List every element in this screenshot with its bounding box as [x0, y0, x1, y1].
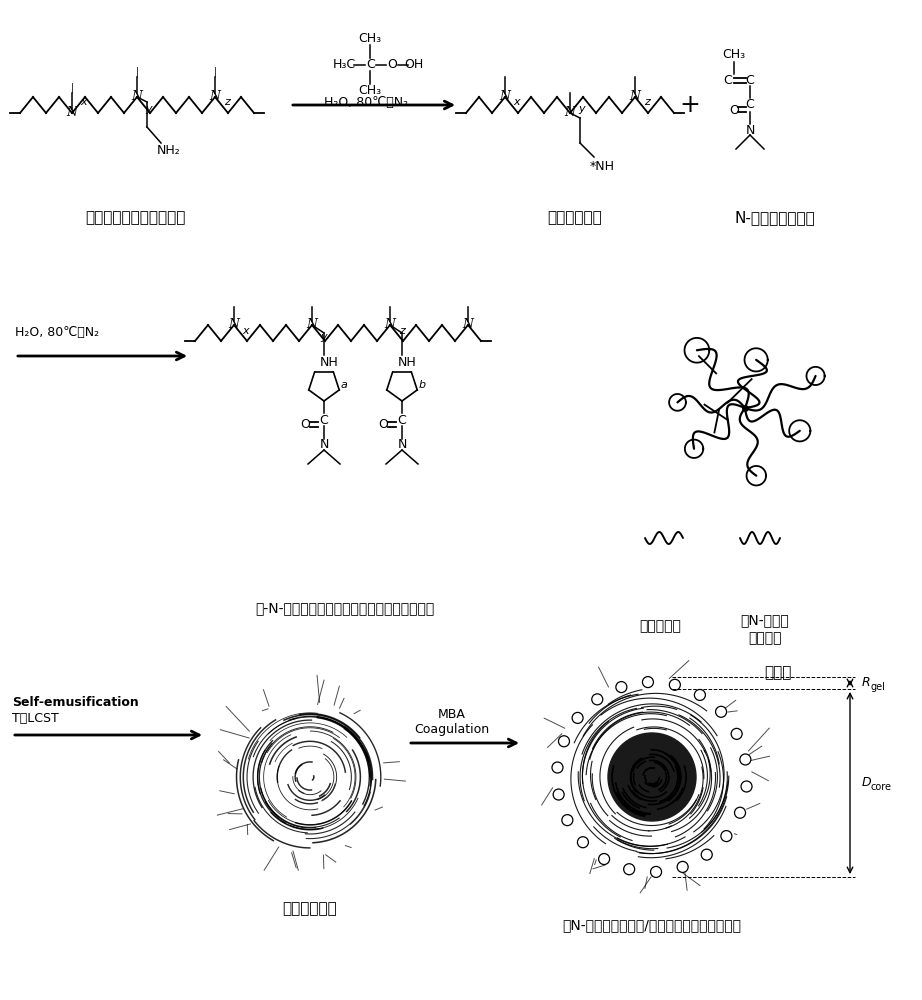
Text: *NH: *NH: [589, 159, 614, 172]
Circle shape: [739, 754, 751, 765]
Text: D: D: [862, 776, 871, 790]
Text: N: N: [500, 91, 511, 104]
Text: N: N: [66, 106, 77, 119]
Text: N: N: [209, 91, 220, 104]
Text: O: O: [378, 418, 388, 430]
Text: 初级纳米粒子: 初级纳米粒子: [283, 902, 337, 916]
Circle shape: [598, 854, 609, 865]
Text: CH₃: CH₃: [723, 48, 746, 62]
Circle shape: [623, 864, 634, 875]
Text: 高度分枝状的聚乙烯亚胺: 高度分枝状的聚乙烯亚胺: [85, 211, 185, 226]
Text: N: N: [306, 318, 317, 332]
Text: N: N: [397, 438, 407, 452]
Text: C: C: [397, 414, 407, 426]
Circle shape: [577, 837, 588, 848]
Circle shape: [616, 682, 627, 693]
Text: Self-emusification: Self-emusification: [12, 696, 138, 710]
Text: N: N: [463, 318, 474, 332]
Text: R: R: [862, 676, 870, 690]
Text: z: z: [644, 97, 650, 107]
Text: y: y: [146, 104, 152, 114]
Text: NH: NH: [398, 356, 417, 368]
Text: |: |: [70, 83, 74, 93]
Circle shape: [702, 849, 712, 860]
Text: 聚乙烯亚胺: 聚乙烯亚胺: [639, 619, 681, 633]
Text: 聚N-异丙基: 聚N-异丙基: [740, 613, 789, 627]
Text: Coagulation: Coagulation: [414, 724, 490, 736]
Text: C: C: [746, 74, 754, 87]
Text: N: N: [132, 91, 143, 104]
Text: H₃C: H₃C: [333, 58, 356, 72]
Text: 聚N-异丙基丙烯酰胺/聚乙烯亚胺核壳纳米凝胶: 聚N-异丙基丙烯酰胺/聚乙烯亚胺核壳纳米凝胶: [562, 918, 741, 932]
Text: gel: gel: [870, 682, 885, 692]
Text: y: y: [579, 104, 585, 114]
Circle shape: [608, 733, 696, 821]
Circle shape: [559, 736, 570, 747]
Text: N: N: [384, 318, 396, 332]
Text: H₂O, 80℃，N₂: H₂O, 80℃，N₂: [324, 97, 408, 109]
Text: +: +: [680, 93, 701, 117]
Circle shape: [677, 861, 688, 872]
Text: MBA: MBA: [438, 708, 466, 722]
Circle shape: [573, 712, 583, 723]
Text: C: C: [320, 414, 328, 426]
Text: N: N: [564, 106, 575, 119]
Text: z: z: [399, 326, 405, 336]
Text: N: N: [630, 91, 641, 104]
Circle shape: [669, 679, 680, 690]
Text: C: C: [724, 74, 732, 87]
Circle shape: [643, 677, 654, 688]
Text: y: y: [321, 332, 327, 342]
Text: core: core: [870, 782, 891, 792]
Circle shape: [721, 831, 732, 842]
Text: C: C: [746, 99, 754, 111]
Text: N: N: [745, 123, 755, 136]
Text: x: x: [514, 97, 520, 107]
Text: CH₃: CH₃: [359, 84, 382, 97]
Text: x: x: [242, 326, 249, 336]
Text: N-异丙基丙烯酰胺: N-异丙基丙烯酰胺: [735, 211, 815, 226]
Text: T＞LCST: T＞LCST: [12, 712, 59, 726]
Text: z: z: [224, 97, 230, 107]
Text: 丙烯酰胺: 丙烯酰胺: [749, 631, 782, 645]
Text: H₂O, 80℃，N₂: H₂O, 80℃，N₂: [15, 326, 100, 340]
Text: 带电层: 带电层: [764, 666, 792, 680]
Text: O: O: [387, 58, 397, 72]
Text: NH: NH: [320, 356, 338, 368]
Text: N: N: [319, 438, 328, 452]
Text: 聚-N-异丙基丙烯酰胺，聚乙烯亚胺接枝共聚物: 聚-N-异丙基丙烯酰胺，聚乙烯亚胺接枝共聚物: [255, 601, 434, 615]
Circle shape: [731, 728, 742, 739]
Text: 大分子自由基: 大分子自由基: [548, 211, 602, 226]
Text: O: O: [300, 418, 310, 430]
Circle shape: [651, 866, 662, 877]
Text: OH: OH: [405, 58, 423, 72]
Text: |: |: [136, 67, 138, 77]
Circle shape: [715, 706, 727, 717]
Text: b: b: [419, 380, 426, 390]
Circle shape: [741, 781, 752, 792]
Text: N: N: [229, 318, 240, 332]
Text: O: O: [729, 104, 739, 116]
Circle shape: [592, 694, 603, 705]
Text: NH₂: NH₂: [157, 144, 181, 157]
Circle shape: [694, 689, 705, 700]
Text: a: a: [340, 380, 348, 390]
Text: x: x: [81, 97, 88, 107]
Circle shape: [553, 789, 564, 800]
Circle shape: [561, 815, 573, 826]
Circle shape: [552, 762, 563, 773]
Text: |: |: [213, 67, 217, 77]
Text: CH₃: CH₃: [359, 31, 382, 44]
Text: C: C: [367, 58, 375, 72]
Circle shape: [735, 807, 746, 818]
